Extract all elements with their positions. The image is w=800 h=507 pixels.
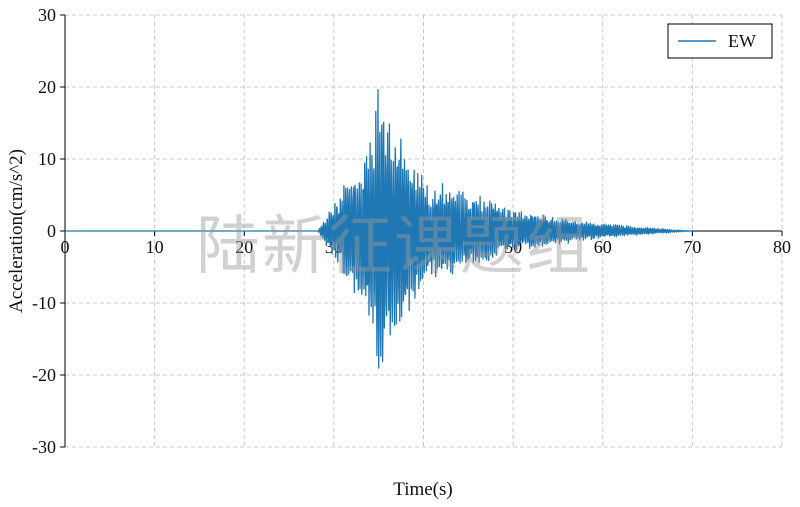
x-tick-label: 60 [594,237,612,257]
y-tick-label: 0 [47,221,56,241]
x-tick-label: 10 [146,237,164,257]
legend: EW [667,23,773,59]
x-tick-label: 0 [61,237,70,257]
y-axis-label: Acceleration(cm/s^2) [6,149,27,313]
y-tick-label: 30 [38,5,56,25]
y-tick-label: -30 [32,437,56,457]
x-tick-label: 20 [235,237,253,257]
grid [65,14,783,448]
x-axis-label: Time(s) [393,479,452,500]
x-tick-label: 70 [683,237,701,257]
legend-label-ew: EW [728,31,756,51]
series [65,89,693,369]
x-tick-label: 80 [773,237,791,257]
y-tick-label: -20 [32,365,56,385]
series-line-ew [65,89,693,369]
y-tick-label: 20 [38,77,56,97]
watermark: 陆新征课题组 [196,210,592,284]
y-tick-label: -10 [32,293,56,313]
y-tick-label: 10 [38,149,56,169]
